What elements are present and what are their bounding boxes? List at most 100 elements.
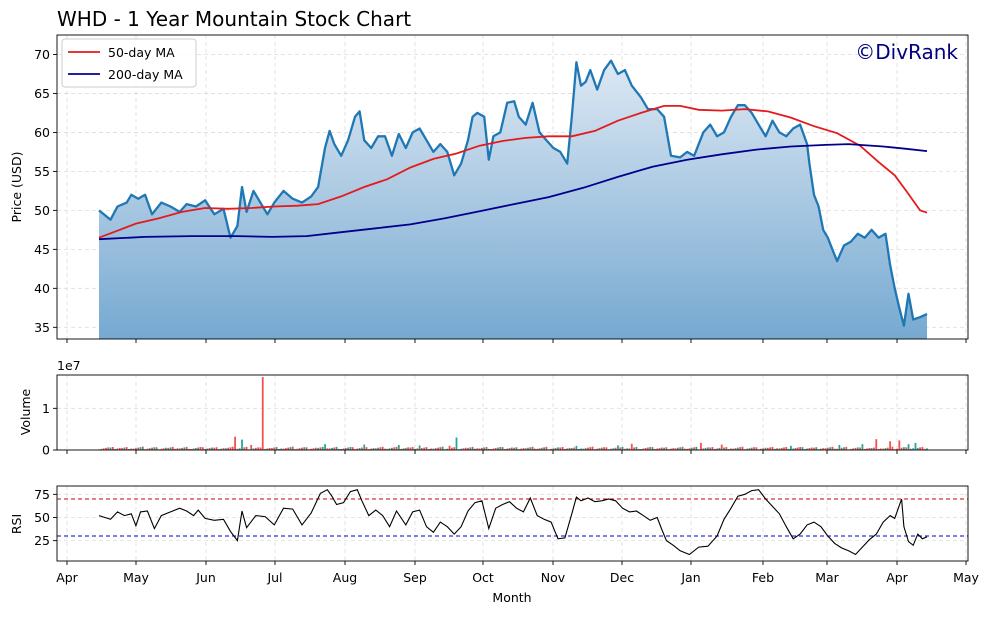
volume-bar: [663, 447, 665, 450]
volume-bar: [900, 447, 903, 450]
volume-bar: [783, 447, 785, 450]
volume-bar: [386, 448, 389, 450]
volume-bar: [750, 447, 753, 450]
volume-bar: [416, 448, 419, 450]
volume-bar: [635, 446, 638, 450]
volume-bar: [504, 449, 506, 450]
volume-bar: [215, 447, 218, 450]
price-x-ticks: [66, 339, 967, 343]
volume-bar: [623, 448, 626, 450]
volume-bar: [395, 446, 398, 450]
volume-bar: [787, 448, 790, 451]
volume-bar: [815, 447, 818, 450]
volume-bar: [534, 448, 536, 450]
volume-bar: [762, 448, 765, 450]
volume-bar: [688, 448, 691, 450]
volume-bar: [642, 448, 645, 450]
volume-bar: [474, 448, 476, 450]
volume-bar: [725, 447, 728, 450]
volume-bar: [723, 447, 725, 450]
volume-bar: [700, 442, 702, 450]
volume-bar: [792, 448, 795, 450]
volume-bar: [423, 447, 426, 450]
volume-bar: [621, 446, 624, 451]
rsi-plot-frame: [56, 485, 969, 562]
volume-bar: [278, 449, 280, 450]
price-y-label: Price (USD): [9, 152, 24, 223]
volume-bar: [909, 448, 912, 450]
volume-bar: [557, 447, 559, 451]
volume-bar: [771, 446, 774, 451]
volume-bar: [741, 446, 744, 451]
volume-bar: [704, 447, 707, 451]
volume-bar: [151, 447, 153, 450]
volume-bar: [317, 447, 320, 451]
volume-bar: [545, 446, 548, 450]
volume-bar: [575, 445, 578, 450]
volume-bar: [776, 448, 778, 450]
volume-bar: [591, 446, 594, 451]
volume-bar: [121, 448, 123, 450]
volume-bar: [644, 448, 647, 450]
volume-bar: [649, 447, 652, 450]
volume-bar: [833, 448, 836, 450]
volume-bar: [524, 448, 527, 450]
volume-bar: [617, 445, 619, 450]
volume-bar: [808, 448, 811, 450]
volume-bar: [686, 448, 689, 450]
volume-bar: [229, 447, 232, 450]
x-axis: Apr May Jun Jul Aug Sep Oct Nov Dec Jan Feb Mar Apr M…: [56, 561, 980, 585]
volume-bar: [882, 448, 885, 451]
rsi-y-axis: 25 50 75: [34, 487, 57, 548]
volume-bar: [861, 444, 864, 450]
volume-bar: [570, 448, 573, 450]
volume-x-ticks: [66, 450, 967, 454]
volume-bar: [331, 447, 333, 450]
volume-bar: [903, 447, 905, 450]
volume-bar: [822, 448, 825, 451]
volume-bar: [716, 448, 719, 450]
volume-bar: [266, 448, 269, 450]
volume-bar: [824, 448, 827, 450]
volume-bar: [402, 448, 405, 451]
volume-bar: [573, 447, 576, 450]
volume-bar: [536, 448, 539, 450]
volume-bar: [497, 447, 499, 450]
volume-bar: [411, 447, 414, 450]
volume-bar: [866, 448, 868, 450]
volume-plot-frame: [56, 374, 969, 451]
volume-bar: [563, 448, 566, 450]
volume-bar: [926, 448, 928, 450]
volume-bar: [169, 447, 172, 451]
volume-bar: [485, 446, 488, 450]
volume-bar: [434, 448, 437, 451]
volume-bar: [803, 449, 806, 450]
volume-bar: [471, 446, 474, 451]
y-tick-label: 55: [34, 164, 50, 179]
x-axis-label: Month: [492, 590, 531, 605]
volume-bar: [766, 447, 769, 451]
volume-bar: [702, 448, 705, 451]
volume-bar: [886, 447, 889, 451]
volume-bar: [843, 447, 845, 450]
volume-bar: [160, 448, 163, 450]
volume-bar: [605, 447, 608, 450]
volume-bar: [453, 447, 456, 450]
volume-bar: [826, 447, 829, 450]
volume-bar: [319, 447, 322, 451]
volume-bar: [425, 447, 428, 450]
volume-bar: [907, 444, 910, 450]
volume-bar: [806, 448, 808, 450]
rsi-panel: 25 50 75 Apr May Jun Jul Aug Sep Oct Nov Dec Jan Feb…: [9, 485, 980, 605]
volume-bars: [98, 377, 928, 451]
volume-bar: [409, 447, 412, 450]
x-tick-label: Mar: [815, 570, 839, 585]
volume-bar: [490, 449, 492, 450]
volume-bar: [596, 448, 599, 450]
volume-bar: [393, 447, 396, 450]
volume-bar: [845, 446, 848, 450]
volume-bar: [314, 447, 317, 450]
volume-panel: 01 1e7 Volume: [18, 358, 969, 458]
volume-bar: [259, 447, 262, 450]
volume-bar: [868, 447, 871, 450]
